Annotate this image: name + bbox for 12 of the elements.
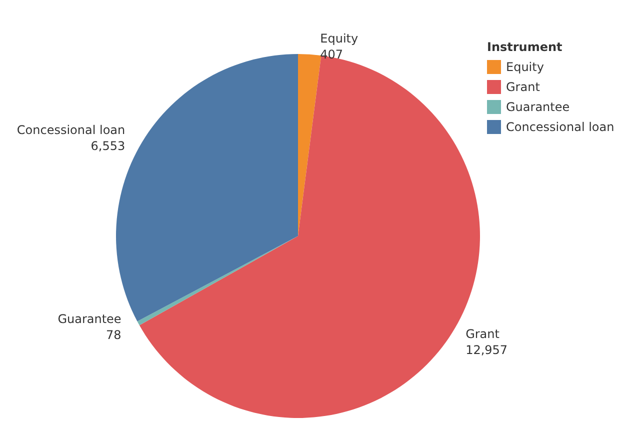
slice-label: Guarantee [58, 312, 122, 326]
data-label: 78 [106, 328, 122, 342]
legend-label: Guarantee [506, 100, 570, 114]
slice-label: Equity [320, 31, 358, 46]
legend-label: Equity [506, 60, 544, 74]
legend-title: Instrument [487, 40, 563, 54]
legend-label: Concessional loan [506, 120, 614, 134]
slice-label: Concessional loan [16, 123, 126, 138]
slice-label: Grant [466, 327, 500, 342]
data-label: 6,553 [90, 139, 126, 154]
data-label: 12,957 [466, 343, 508, 358]
legend-label: Grant [506, 80, 540, 94]
